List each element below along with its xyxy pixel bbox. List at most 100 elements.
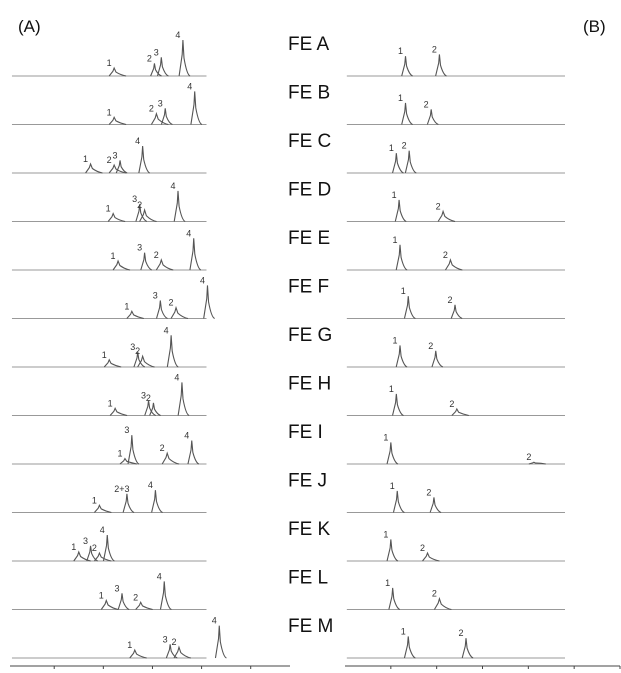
peak-label: 2 [426, 487, 431, 497]
peak-2 [426, 109, 439, 126]
peak-2 [422, 551, 440, 562]
peak-label: 2 [424, 99, 429, 109]
peak-1 [73, 550, 91, 562]
row-labels: FE A FE B FE C FE D FE E FE F FE G FE H FE I FE J… [288, 34, 333, 637]
peak-label: 1 [398, 93, 403, 103]
peak-label: 1 [401, 286, 406, 296]
peak-1 [93, 503, 112, 514]
peak-label: 3 [163, 634, 168, 644]
peak-2 [155, 258, 174, 271]
peak-label: 4 [175, 30, 180, 40]
peak-label: 2 [436, 201, 441, 211]
peak-1 [395, 244, 408, 271]
peak-2 [435, 54, 447, 77]
panel-b-x-axis: 510152025(min)30 [345, 665, 621, 669]
panel-b-row-9: 12 [346, 432, 565, 465]
peak-label: 4 [200, 275, 205, 285]
panel-a-row-3: 1 2 3 4 [11, 136, 207, 174]
panel-b-row-4: 12 [346, 190, 565, 223]
peak-4 [178, 39, 191, 77]
peak-label: 4 [170, 181, 175, 191]
panel-a-row-13: 1 3 2 4 [11, 616, 227, 659]
peak-label: 2 [171, 637, 176, 647]
peak-2 [135, 600, 153, 611]
peak-label: 2 [135, 346, 140, 356]
peak-1 [108, 115, 127, 126]
peak-2+3 [122, 493, 135, 514]
peak-label: 2 [428, 341, 433, 351]
peak-4 [159, 581, 172, 611]
peak-2 [93, 551, 112, 562]
peak-4 [187, 440, 200, 465]
peak-2 [528, 461, 546, 465]
row-label: FE G [288, 325, 332, 346]
row-label: FE D [288, 180, 331, 201]
panel-b-row-10: 12 [346, 481, 565, 514]
peak-1 [394, 199, 407, 223]
peak-label: 1 [107, 58, 112, 68]
panel-a-label: (A) [18, 17, 41, 36]
peak-label: 2 [107, 155, 112, 165]
peak-label: 4 [212, 616, 217, 626]
peak-4 [166, 335, 179, 368]
row-label: FE L [288, 568, 328, 589]
peak-1 [392, 153, 404, 174]
panel-b-row-7: 12 [346, 335, 565, 368]
peak-label: 1 [390, 481, 395, 491]
panel-a-row-7: 1 3 2 4 [11, 325, 207, 368]
panel-a-row-1: 1 23 4 [11, 30, 207, 77]
peak-label: 2 [147, 53, 152, 63]
peak-2 [170, 305, 189, 320]
peak-label: 4 [184, 431, 189, 441]
peak-label: 1 [401, 626, 406, 636]
peak-label: 3 [154, 47, 159, 57]
peak-label: 2 [458, 628, 463, 638]
peak-label: 2 [92, 543, 97, 553]
panel-b-row-6: 12 [346, 286, 565, 320]
panel-a-row-5: 1 3 2 4 [11, 228, 207, 271]
row-label: FE F [288, 277, 329, 298]
panel-b-row-5: 12 [346, 235, 565, 271]
peak-1 [386, 539, 399, 562]
peak-2 [139, 207, 157, 223]
peak-label: 4 [100, 525, 105, 535]
row-label: FE A [288, 34, 330, 55]
peak-1 [100, 598, 119, 611]
peak-label: 1 [389, 384, 394, 394]
peak-4 [102, 535, 115, 562]
peak-1 [392, 490, 405, 514]
peak-label: 1 [385, 578, 390, 588]
peak-4 [203, 285, 215, 320]
peak-label: 2 [149, 104, 154, 114]
peak-label: 2 [137, 200, 142, 210]
peak-label: 3 [83, 536, 88, 546]
peak-label: 1 [107, 107, 112, 117]
peak-label: 3 [130, 342, 135, 352]
peak-label: 1 [124, 301, 129, 311]
peak-1 [103, 358, 122, 368]
peak-1 [126, 309, 144, 320]
peak-label: 1 [106, 204, 111, 214]
peak-label: 1 [392, 235, 397, 245]
panel-a-row-4: 1 32 4 [11, 181, 207, 223]
peak-1 [395, 345, 408, 368]
peak-label: 3 [153, 291, 158, 301]
peak-label: 1 [111, 251, 116, 261]
peak-3 [117, 593, 130, 611]
peak-2 [433, 596, 452, 611]
peak-label: 2+3 [114, 484, 129, 494]
panel-a-row-6: 1 3 2 4 [11, 275, 215, 320]
peak-label: 4 [187, 81, 192, 91]
peak-label: 1 [383, 432, 388, 442]
peak-1 [108, 66, 127, 77]
peak-3 [127, 435, 140, 465]
peak-label: 2 [449, 399, 454, 409]
peak-label: 4 [135, 136, 140, 146]
peak-label: 3 [141, 390, 146, 400]
peak-1 [391, 393, 404, 417]
panel-a-row-9: 1 3 2 4 [11, 425, 207, 465]
peak-2 [429, 497, 442, 514]
row-label: FE J [288, 471, 327, 492]
peak-2 [444, 258, 463, 271]
